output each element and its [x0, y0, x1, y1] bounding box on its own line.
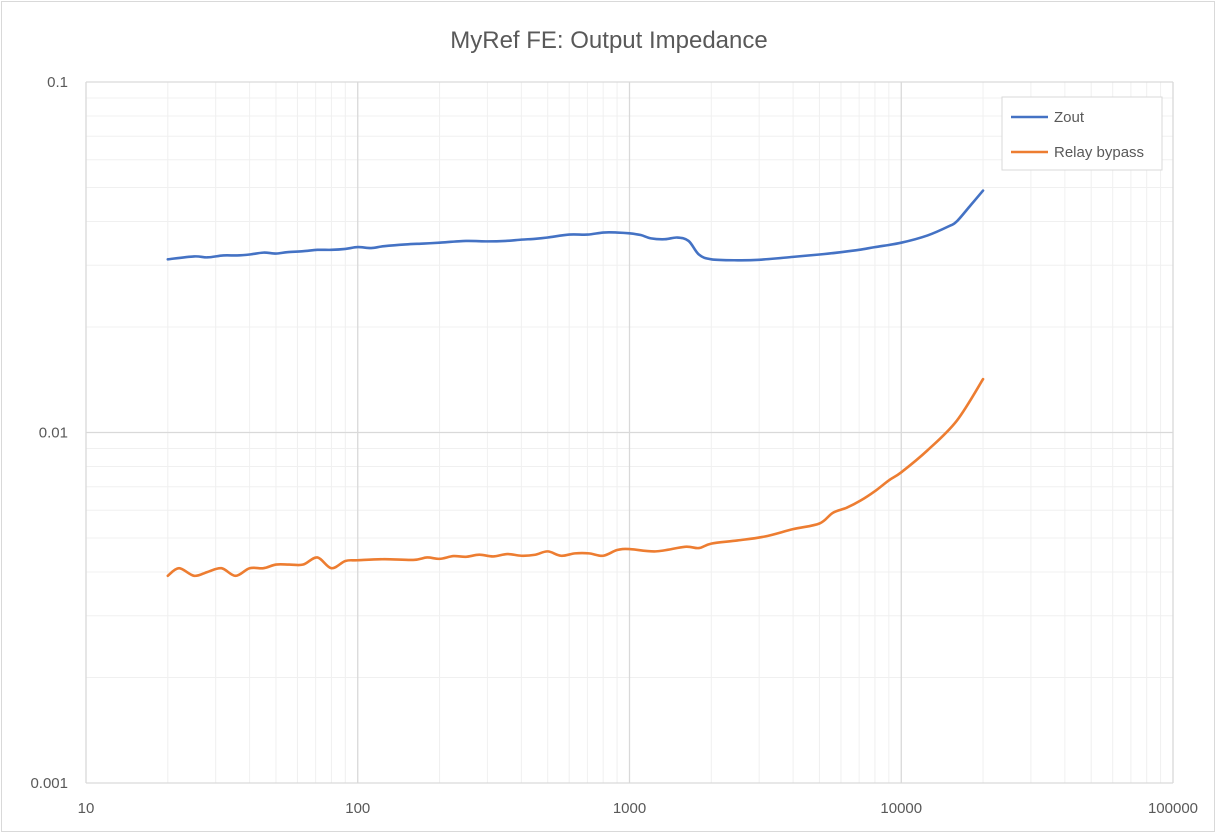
- y-tick-label: 0.1: [47, 74, 68, 91]
- chart-title: MyRef FE: Output Impedance: [450, 27, 767, 54]
- x-tick-label: 1000: [613, 800, 646, 817]
- y-tick-label: 0.01: [39, 425, 68, 442]
- legend-label-relay-bypass: Relay bypass: [1054, 144, 1144, 161]
- x-tick-label: 100000: [1148, 800, 1198, 817]
- series-layer: [166, 189, 985, 578]
- x-tick-label: 10: [78, 800, 95, 817]
- legend-box: [1001, 96, 1163, 171]
- series-line-relay-bypass: [166, 377, 985, 578]
- legend: Zout Relay bypass: [1001, 96, 1163, 171]
- y-tick-label: 0.001: [30, 775, 68, 792]
- x-tick-label: 100: [345, 800, 370, 817]
- major-gridlines: [85, 81, 1174, 784]
- y-axis-tick-labels: 0.1 0.01 0.001: [30, 74, 68, 792]
- x-axis-tick-labels: 10 100 1000 10000 100000: [78, 800, 1198, 817]
- legend-label-zout: Zout: [1054, 109, 1085, 126]
- series-line-zout: [166, 189, 985, 262]
- x-tick-label: 10000: [880, 800, 922, 817]
